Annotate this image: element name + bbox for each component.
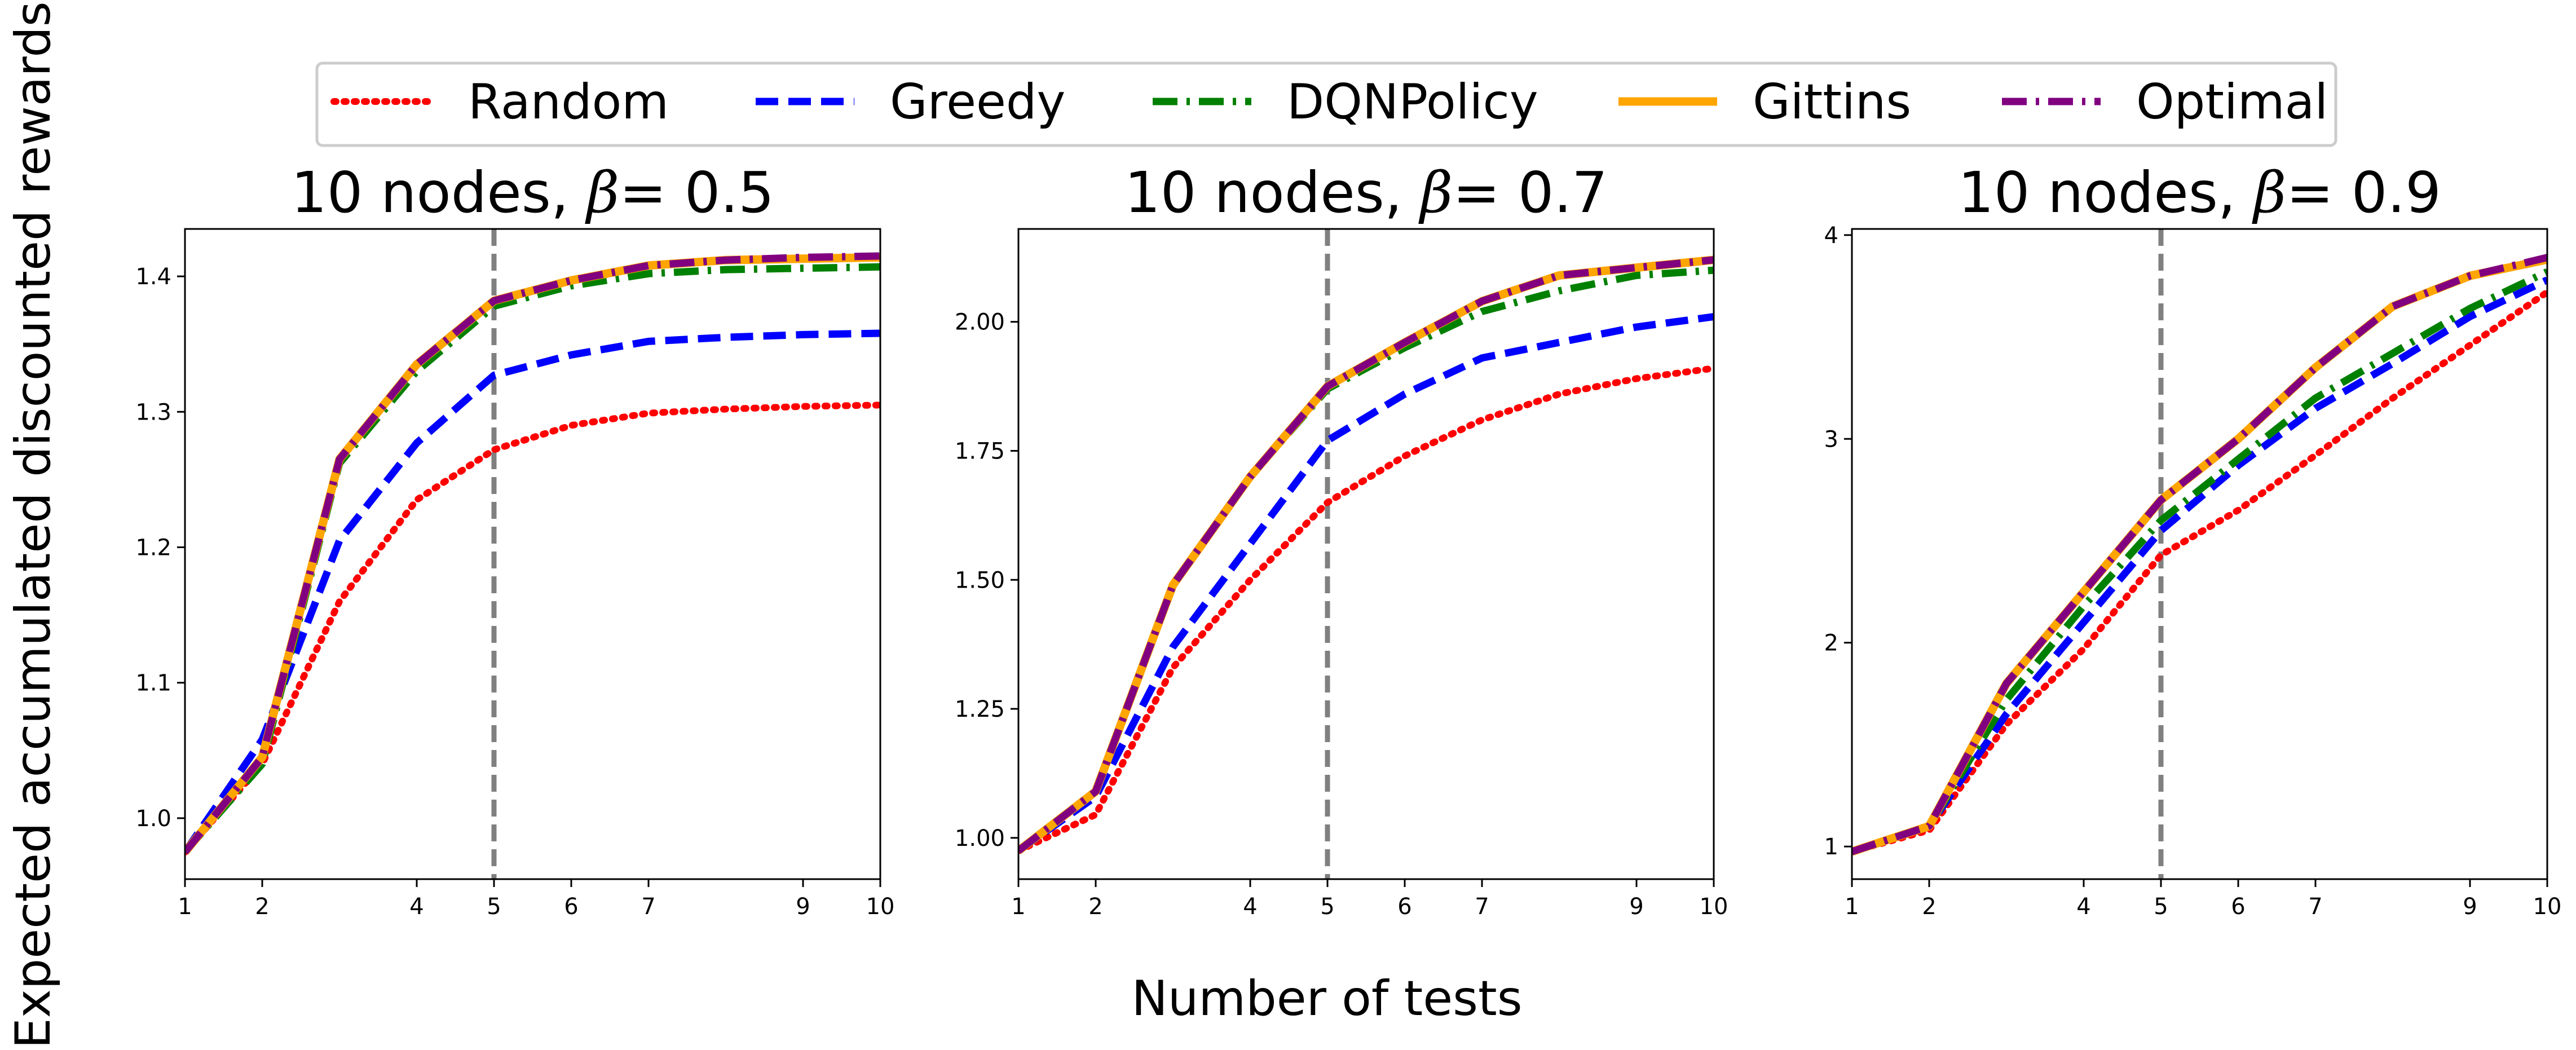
legend-item-optimal: Optimal [2002,74,2328,130]
x-tick-label: 5 [2154,894,2168,920]
x-tick-label: 9 [1629,894,1643,920]
x-tick-label: 4 [2076,894,2090,920]
plot-frame [1851,228,2548,880]
chart-title: 10 nodes, β= 0.7 [1124,160,1608,226]
series-group [1018,255,1714,854]
x-tick-label: 5 [487,894,501,920]
x-tick-label: 2 [1088,894,1102,920]
y-tick-label: 2.00 [955,310,1005,336]
series-line-optimal [1018,256,1714,854]
legend-label-dqnpolicy: DQNPolicy [1287,74,1538,130]
series-line-gittins [1852,255,2547,856]
y-tick-label: 1.4 [135,264,171,290]
x-tick-label: 1 [1011,894,1025,920]
x-tick-label: 7 [2308,894,2322,920]
x-tick-label: 1 [178,894,192,920]
plot-frame [1017,228,1715,880]
y-axis-label: Expected accumulated discounted rewards [5,1,61,1048]
legend: Random Greedy DQNPolicy Gittins Optimal [315,61,2337,147]
x-tick-label: 1 [1845,894,1859,920]
y-tick-label: 1.1 [135,670,171,696]
x-tick-label: 6 [564,894,578,920]
legend-item-random: Random [330,74,669,130]
series-line-greedy [185,329,880,854]
legend-label-optimal: Optimal [2136,74,2328,130]
chart-title: 10 nodes, β= 0.5 [291,160,774,226]
y-tick-label: 1.25 [955,696,1005,722]
y-tick-label: 2 [1824,630,1838,656]
y-tick-label: 3 [1824,426,1838,452]
x-tick-label: 7 [1475,894,1489,920]
plot-frame [184,228,881,880]
x-tick-label: 10 [1700,894,1728,920]
y-tick-label: 1.00 [955,826,1005,852]
y-tick-label: 1.75 [955,438,1005,464]
legend-item-dqnpolicy: DQNPolicy [1153,74,1538,130]
series-line-random [1018,365,1714,854]
legend-label-random: Random [468,74,669,130]
chart-panel-3: 10 nodes, β= 0.9 1 2 4 5 6 7 9 10 1 2 3 4 [1824,160,2562,920]
series-line-random [185,402,880,855]
legend-item-greedy: Greedy [756,74,1065,130]
y-tick-label: 1.0 [135,806,171,832]
series-line-dqnpolicy [1852,268,2547,855]
series-line-greedy [1852,276,2547,855]
series-line-greedy [1018,313,1714,854]
legend-frame [315,61,2337,147]
series-line-dqnpolicy [185,263,880,855]
x-axis-label: Number of tests [1132,970,1523,1027]
x-tick-label: 9 [2463,894,2477,920]
x-tick-label: 7 [641,894,655,920]
x-tick-label: 9 [796,894,810,920]
x-tick-label: 6 [2231,894,2245,920]
x-tick-label: 4 [409,894,424,920]
panels: 10 nodes, β= 0.5 1 2 4 5 6 7 9 10 1.0 1.1 1.2 1.3 1.4… [135,160,2561,920]
legend-label-greedy: Greedy [890,74,1065,130]
y-tick-label: 1.2 [135,535,171,561]
legend-label-gittins: Gittins [1753,74,1911,130]
chart-panel-1: 10 nodes, β= 0.5 1 2 4 5 6 7 9 10 1.0 1.1 1.2 1.3 1.4 [135,160,894,920]
x-tick-label: 10 [2533,894,2562,920]
series-group [1852,254,2547,856]
x-tick-label: 2 [1922,894,1936,920]
series-group [185,252,880,855]
y-tick-label: 1.50 [955,567,1005,593]
x-tick-label: 5 [1320,894,1334,920]
x-tick-label: 6 [1397,894,1411,920]
series-line-gittins [185,253,880,855]
y-tick-label: 1.3 [135,399,171,425]
y-tick-label: 1 [1824,834,1838,860]
chart-title: 10 nodes, β= 0.9 [1958,160,2441,226]
chart-panel-2: 10 nodes, β= 0.7 1 2 4 5 6 7 9 10 1.00 1.25 1.50 1.7… [955,160,1728,920]
y-tick-label: 4 [1824,223,1838,249]
series-line-optimal [185,252,880,855]
x-tick-label: 4 [1243,894,1257,920]
legend-item-gittins: Gittins [1618,74,1911,130]
x-tick-label: 10 [866,894,895,920]
series-line-optimal [1852,254,2547,855]
x-tick-label: 2 [255,894,269,920]
series-line-random [1852,289,2547,855]
